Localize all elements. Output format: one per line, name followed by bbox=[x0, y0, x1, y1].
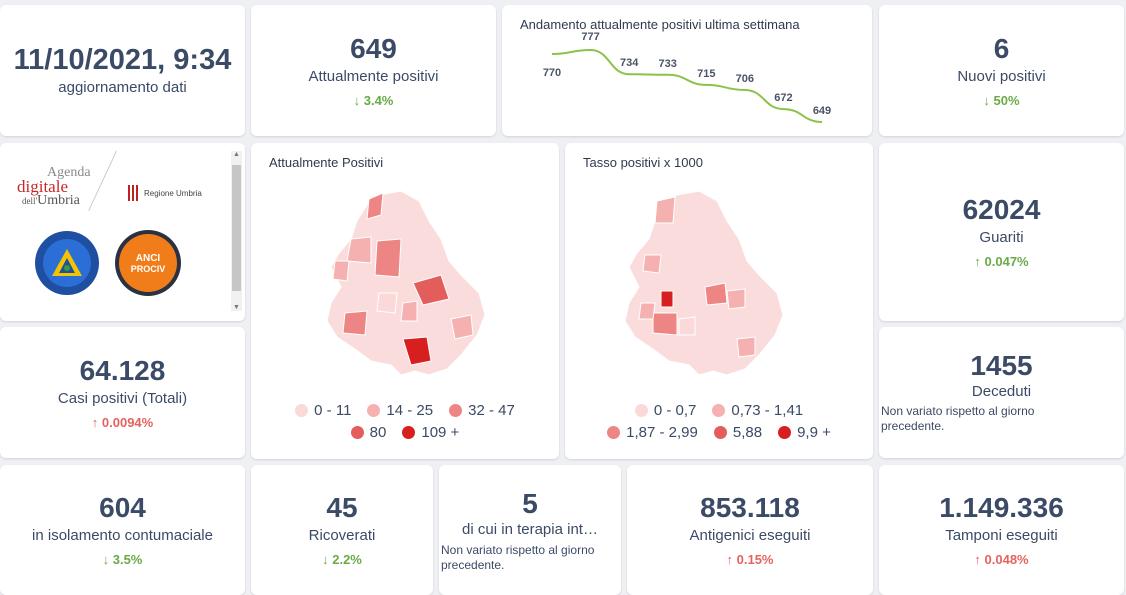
casi-totali-change: ↑ 0.0094% bbox=[91, 414, 154, 430]
tamponi-change: ↑ 0.048% bbox=[974, 552, 1029, 567]
isolamento-change: ↓ 3.5% bbox=[102, 552, 143, 567]
trend-series-line bbox=[551, 48, 823, 123]
trend-data-label: 733 bbox=[659, 58, 677, 70]
nuovi-positivi-card[interactable]: 6 Nuovi positivi ↓ 50% bbox=[879, 5, 1124, 136]
map2-legend-row1: 0 - 0,7 0,73 - 1,41 bbox=[565, 402, 873, 419]
anci-prociv-logo: ANCI PROCIV bbox=[115, 230, 181, 296]
guariti-card[interactable]: 62024 Guariti ↑ 0.047% bbox=[879, 143, 1124, 321]
trend-data-label: 734 bbox=[620, 57, 639, 69]
update-card: 11/10/2021, 9:34 aggiornamento dati bbox=[0, 5, 245, 136]
map-attualmente-positivi-card[interactable]: Attualmente Positivi 0 - 11 14 - 25 32 -… bbox=[251, 143, 559, 459]
umbria-map-positivi[interactable] bbox=[251, 143, 559, 459]
ricoverati-card[interactable]: 45 Ricoverati ↓ 2.2% bbox=[251, 465, 433, 595]
map2-legend-row2: 1,87 - 2,99 5,88 9,9 + bbox=[565, 424, 873, 441]
protezione-civile-icon bbox=[52, 249, 82, 276]
map1-legend-row1: 0 - 11 14 - 25 32 - 47 bbox=[251, 402, 559, 419]
scroll-up-icon[interactable]: ▲ bbox=[233, 151, 240, 158]
regione-emblem-icon bbox=[128, 185, 140, 201]
map2-title: Tasso positivi x 1000 bbox=[583, 155, 703, 170]
protezione-civile-logo bbox=[35, 231, 99, 295]
update-label: aggiornamento dati bbox=[58, 78, 187, 96]
deceduti-card[interactable]: 1455 Deceduti Non variato rispetto al gi… bbox=[879, 327, 1124, 458]
update-datetime: 11/10/2021, 9:34 bbox=[13, 43, 232, 76]
logos-card: Agenda digitale dell'Umbria Regione Umbr… bbox=[0, 143, 245, 321]
deceduti-note: Non variato rispetto al giorno precedent… bbox=[881, 404, 1035, 433]
logos-scrollbar[interactable]: ▲ ▼ bbox=[231, 151, 242, 311]
arrow-up-icon: ↑ bbox=[974, 254, 981, 269]
casi-totali-card[interactable]: 64.128 Casi positivi (Totali) ↑ 0.0094% bbox=[0, 327, 245, 458]
agenda-digitale-logo: Agenda digitale dell'Umbria bbox=[17, 165, 91, 208]
legend-item: 1,87 - 2,99 bbox=[607, 424, 698, 441]
deceduti-label: Deceduti bbox=[971, 383, 1032, 400]
arrow-up-icon: ↑ bbox=[974, 552, 981, 567]
tamponi-value: 1.149.336 bbox=[939, 492, 1064, 523]
arrow-up-icon: ↑ bbox=[726, 552, 734, 567]
map1-legend-row2: 80 109 + bbox=[251, 424, 559, 441]
trend-data-label: 770 bbox=[543, 67, 561, 79]
trend-data-label: 649 bbox=[813, 105, 831, 117]
legend-item: 14 - 25 bbox=[367, 402, 433, 419]
casi-totali-label: Casi positivi (Totali) bbox=[57, 389, 188, 407]
antigenici-change: ↑ 0.15% bbox=[726, 552, 774, 567]
arrow-down-icon: ↓ bbox=[983, 92, 990, 108]
guariti-change: ↑ 0.047% bbox=[974, 254, 1029, 269]
legend-item: 80 bbox=[350, 424, 386, 441]
arrow-down-icon: ↓ bbox=[353, 92, 361, 108]
arrow-down-icon: ↓ bbox=[322, 552, 329, 567]
arrow-up-icon: ↑ bbox=[91, 414, 99, 430]
legend-item: 109 + bbox=[402, 424, 459, 441]
tamponi-card[interactable]: 1.149.336 Tamponi eseguiti ↑ 0.048% bbox=[879, 465, 1124, 595]
casi-totali-value: 64.128 bbox=[79, 354, 166, 386]
scroll-down-icon[interactable]: ▼ bbox=[233, 304, 240, 311]
map1-title: Attualmente Positivi bbox=[269, 155, 384, 170]
ricoverati-change: ↓ 2.2% bbox=[322, 552, 362, 567]
ricoverati-label: Ricoverati bbox=[308, 527, 376, 544]
isolamento-value: 604 bbox=[99, 492, 146, 523]
antigenici-value: 853.118 bbox=[700, 492, 800, 523]
legend-item: 0,73 - 1,41 bbox=[712, 402, 803, 419]
attualmente-positivi-change: ↓ 3.4% bbox=[353, 92, 394, 108]
trend-data-label: 672 bbox=[774, 92, 792, 104]
guariti-label: Guariti bbox=[979, 229, 1024, 246]
nuovi-positivi-value: 6 bbox=[993, 32, 1010, 64]
trend-chart-card[interactable]: Andamento attualmente positivi ultima se… bbox=[502, 5, 872, 136]
trend-data-label: 777 bbox=[581, 31, 599, 43]
attualmente-positivi-card[interactable]: 649 Attualmente positivi ↓ 3.4% bbox=[251, 5, 496, 136]
tamponi-label: Tamponi eseguiti bbox=[945, 527, 1058, 544]
isolamento-label: in isolamento contumaciale bbox=[32, 527, 213, 544]
legend-item: 5,88 bbox=[713, 424, 762, 441]
terapia-note: Non variato rispetto al giorno precedent… bbox=[441, 543, 595, 572]
deceduti-value: 1455 bbox=[970, 350, 1033, 381]
scrollbar-thumb[interactable] bbox=[232, 165, 241, 291]
nuovi-positivi-change: ↓ 50% bbox=[983, 92, 1020, 108]
ricoverati-value: 45 bbox=[326, 492, 358, 523]
legend-item: 0 - 11 bbox=[295, 402, 351, 419]
antigenici-card[interactable]: 853.118 Antigenici eseguiti ↑ 0.15% bbox=[627, 465, 873, 595]
nuovi-positivi-label: Nuovi positivi bbox=[957, 67, 1046, 85]
map-tasso-positivi-card[interactable]: Tasso positivi x 1000 0 - 0,7 0,73 - 1,4… bbox=[565, 143, 873, 459]
regione-umbria-logo: Regione Umbria bbox=[128, 185, 202, 201]
umbria-map-tasso[interactable] bbox=[565, 143, 873, 459]
terapia-card[interactable]: 5 di cui in terapia int… Non variato ris… bbox=[439, 465, 621, 595]
antigenici-label: Antigenici eseguiti bbox=[689, 527, 811, 544]
isolamento-card[interactable]: 604 in isolamento contumaciale ↓ 3.5% bbox=[0, 465, 245, 595]
trend-data-label: 715 bbox=[697, 68, 715, 80]
terapia-label: di cui in terapia int… bbox=[462, 521, 598, 538]
arrow-down-icon: ↓ bbox=[102, 552, 110, 567]
legend-item: 0 - 0,7 bbox=[634, 402, 696, 419]
attualmente-positivi-label: Attualmente positivi bbox=[308, 67, 439, 85]
trend-chart-title: Andamento attualmente positivi ultima se… bbox=[520, 17, 800, 32]
terapia-value: 5 bbox=[522, 488, 538, 519]
legend-item: 9,9 + bbox=[778, 424, 831, 441]
attualmente-positivi-value: 649 bbox=[350, 32, 397, 64]
trend-data-label: 706 bbox=[736, 73, 754, 85]
legend-item: 32 - 47 bbox=[449, 402, 515, 419]
trend-line-chart: 770 777 734 733 715 706 672 649 bbox=[543, 31, 831, 123]
guariti-value: 62024 bbox=[962, 194, 1041, 225]
